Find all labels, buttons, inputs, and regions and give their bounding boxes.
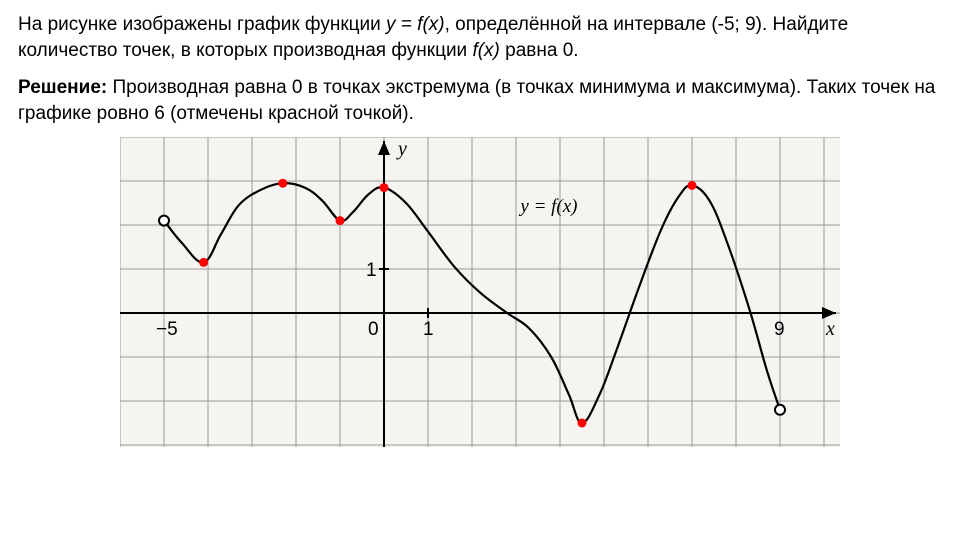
problem-suffix: равна 0. (500, 40, 579, 61)
chart-svg: y x 0 1 1 −5 9 y = f(x) (120, 137, 840, 447)
extremum-point (688, 180, 697, 189)
extremum-point (336, 216, 345, 225)
extremum-point (380, 183, 389, 192)
solution-label: Решение: (18, 77, 107, 98)
open-endpoint (775, 404, 785, 414)
extremum-point (199, 257, 208, 266)
curve-label: y = f(x) (518, 195, 577, 216)
open-endpoint (159, 215, 169, 225)
extremum-point (278, 178, 287, 187)
chart-wrap: y x 0 1 1 −5 9 y = f(x) (18, 137, 942, 447)
y-axis-label: y (396, 138, 407, 160)
solution-text: Производная равна 0 в точках экстремума … (18, 77, 935, 124)
minus5-label: −5 (156, 319, 178, 340)
y-one-label: 1 (366, 260, 377, 281)
x-one-label: 1 (423, 319, 434, 340)
chart: y x 0 1 1 −5 9 y = f(x) (120, 137, 840, 447)
nine-label: 9 (774, 319, 785, 340)
extremum-point (578, 418, 587, 427)
problem-func: y = f(x) (386, 14, 445, 35)
origin-label: 0 (368, 319, 379, 340)
solution-block: Решение: Производная равна 0 в точках эк… (18, 75, 942, 126)
problem-funcname: f(x) (472, 40, 499, 61)
problem-statement: На рисунке изображены график функции y =… (18, 12, 942, 63)
x-axis-label: x (825, 318, 835, 340)
problem-prefix: На рисунке изображены график функции (18, 14, 386, 35)
